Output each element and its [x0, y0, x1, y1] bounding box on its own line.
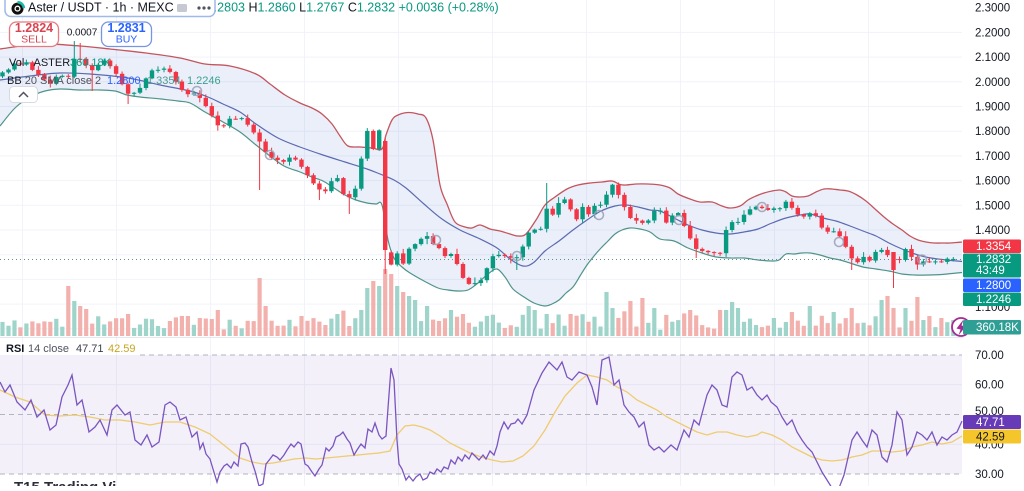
svg-text:1.4000: 1.4000 [975, 225, 1010, 237]
svg-text:1.5000: 1.5000 [975, 200, 1010, 212]
svg-text:1.9000: 1.9000 [975, 102, 1010, 114]
svg-text:43:49: 43:49 [976, 265, 1005, 277]
svg-text:T15 Trading Vi: T15 Trading Vi [14, 479, 116, 486]
svg-text:47.71: 47.71 [976, 417, 1005, 429]
svg-text:1.2831: 1.2831 [107, 21, 145, 35]
svg-text:1.2824: 1.2824 [15, 21, 53, 35]
svg-text:BB 20 SMA close 2: BB 20 SMA close 2 [7, 75, 101, 87]
svg-text:O1.2803 H1.2860 L1.2767 C1.: O1.2803 H1.2860 L1.2767 C1.2832 +0.0036 … [197, 1, 499, 15]
svg-text:1.2800: 1.2800 [976, 280, 1011, 292]
svg-text:360.18K: 360.18K [70, 57, 112, 69]
svg-text:0.0007: 0.0007 [67, 28, 98, 39]
svg-text:1.7000: 1.7000 [975, 151, 1010, 163]
svg-text:42.59: 42.59 [108, 343, 136, 355]
svg-text:360.18K: 360.18K [976, 322, 1019, 334]
svg-text:1.2246: 1.2246 [976, 294, 1011, 306]
svg-text:1.3354: 1.3354 [976, 241, 1012, 253]
svg-text:1.2246: 1.2246 [187, 75, 221, 87]
svg-text:RSI: RSI [6, 343, 24, 355]
svg-text:BUY: BUY [116, 34, 138, 46]
svg-text:42.59: 42.59 [976, 432, 1005, 444]
svg-text:2.1000: 2.1000 [975, 52, 1010, 64]
svg-text:14 close: 14 close [28, 343, 69, 355]
svg-text:Aster / USDT · 1h · MEXC: Aster / USDT · 1h · MEXC [28, 1, 174, 15]
svg-text:2.0000: 2.0000 [975, 77, 1010, 89]
svg-text:60.00: 60.00 [975, 380, 1004, 392]
svg-text:70.00: 70.00 [975, 350, 1004, 362]
svg-text:1.3354: 1.3354 [147, 75, 181, 87]
svg-text:SELL: SELL [21, 34, 47, 46]
svg-text:1.8000: 1.8000 [975, 126, 1010, 138]
svg-text:1.6000: 1.6000 [975, 176, 1010, 188]
svg-text:2.3000: 2.3000 [975, 3, 1010, 15]
svg-text:Vol · ASTER: Vol · ASTER [9, 57, 70, 69]
svg-text:1.2832: 1.2832 [976, 254, 1011, 266]
svg-text:30.00: 30.00 [975, 469, 1004, 481]
svg-text:47.71: 47.71 [76, 343, 104, 355]
svg-text:1.2800: 1.2800 [107, 75, 141, 87]
svg-text:2.2000: 2.2000 [975, 27, 1010, 39]
